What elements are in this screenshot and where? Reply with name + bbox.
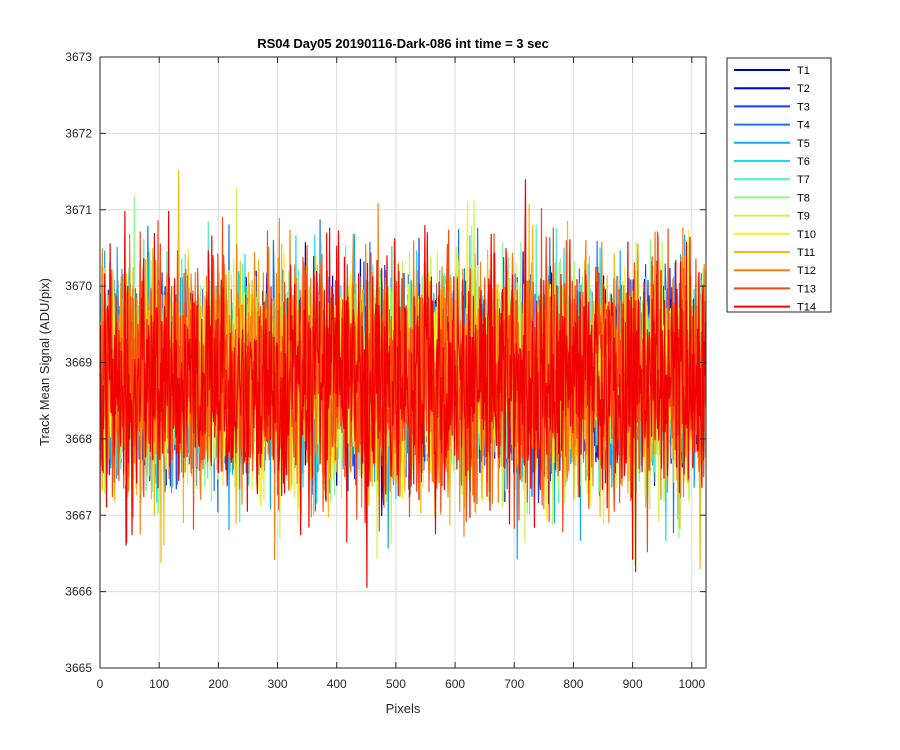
x-axis-title: Pixels <box>386 701 421 716</box>
x-tick-label: 500 <box>386 677 406 691</box>
y-tick-label: 3670 <box>65 279 92 293</box>
series-layer <box>99 170 707 589</box>
y-tick-label: 3671 <box>65 203 92 217</box>
x-tick-label: 200 <box>208 677 228 691</box>
y-axis-title: Track Mean Signal (ADU/pix) <box>37 278 52 446</box>
legend-label: T6 <box>797 156 810 168</box>
legend-label: T7 <box>797 174 810 186</box>
y-tick-label: 3667 <box>65 508 92 522</box>
series-line-T14 <box>99 179 706 589</box>
x-tick-label: 800 <box>563 677 583 691</box>
legend-label: T13 <box>797 283 816 295</box>
legend: T1 T2 T3 T4 T5 T6 T7 T8 T9 T10 T11 T12 T13 T14 <box>726 57 832 314</box>
x-tick-label: 700 <box>504 677 524 691</box>
y-axis: 3665 3666 3667 3668 3669 3670 3671 3672 3673 <box>65 50 706 675</box>
x-tick-label: 900 <box>623 677 643 691</box>
x-tick-label: 400 <box>327 677 347 691</box>
legend-label: T1 <box>797 65 810 77</box>
y-tick-label: 3673 <box>65 50 92 64</box>
y-tick-label: 3665 <box>65 661 92 675</box>
x-axis: 0 100 200 300 400 500 600 700 800 900 1000 <box>97 57 705 691</box>
legend-label: T9 <box>797 211 810 223</box>
legend-label: T3 <box>797 101 810 113</box>
legend-label: T5 <box>797 138 810 150</box>
x-tick-label: 0 <box>97 677 104 691</box>
legend-label: T11 <box>797 247 815 259</box>
y-tick-label: 3669 <box>65 356 92 370</box>
x-tick-label: 100 <box>149 677 169 691</box>
x-tick-label: 1000 <box>678 677 705 691</box>
legend-label: T14 <box>797 302 816 314</box>
legend-label: T2 <box>797 83 810 95</box>
chart-title: RS04 Day05 20190116-Dark-086 int time = … <box>257 36 549 51</box>
legend-label: T8 <box>797 192 810 204</box>
series-line-T13 <box>99 207 707 553</box>
legend-label: T4 <box>797 120 810 132</box>
legend-label: T12 <box>797 265 816 277</box>
y-tick-label: 3666 <box>65 585 92 599</box>
y-tick-label: 3668 <box>65 432 92 446</box>
x-tick-label: 300 <box>268 677 288 691</box>
legend-label: T10 <box>797 229 816 241</box>
x-tick-label: 600 <box>445 677 465 691</box>
y-tick-label: 3672 <box>65 126 92 140</box>
